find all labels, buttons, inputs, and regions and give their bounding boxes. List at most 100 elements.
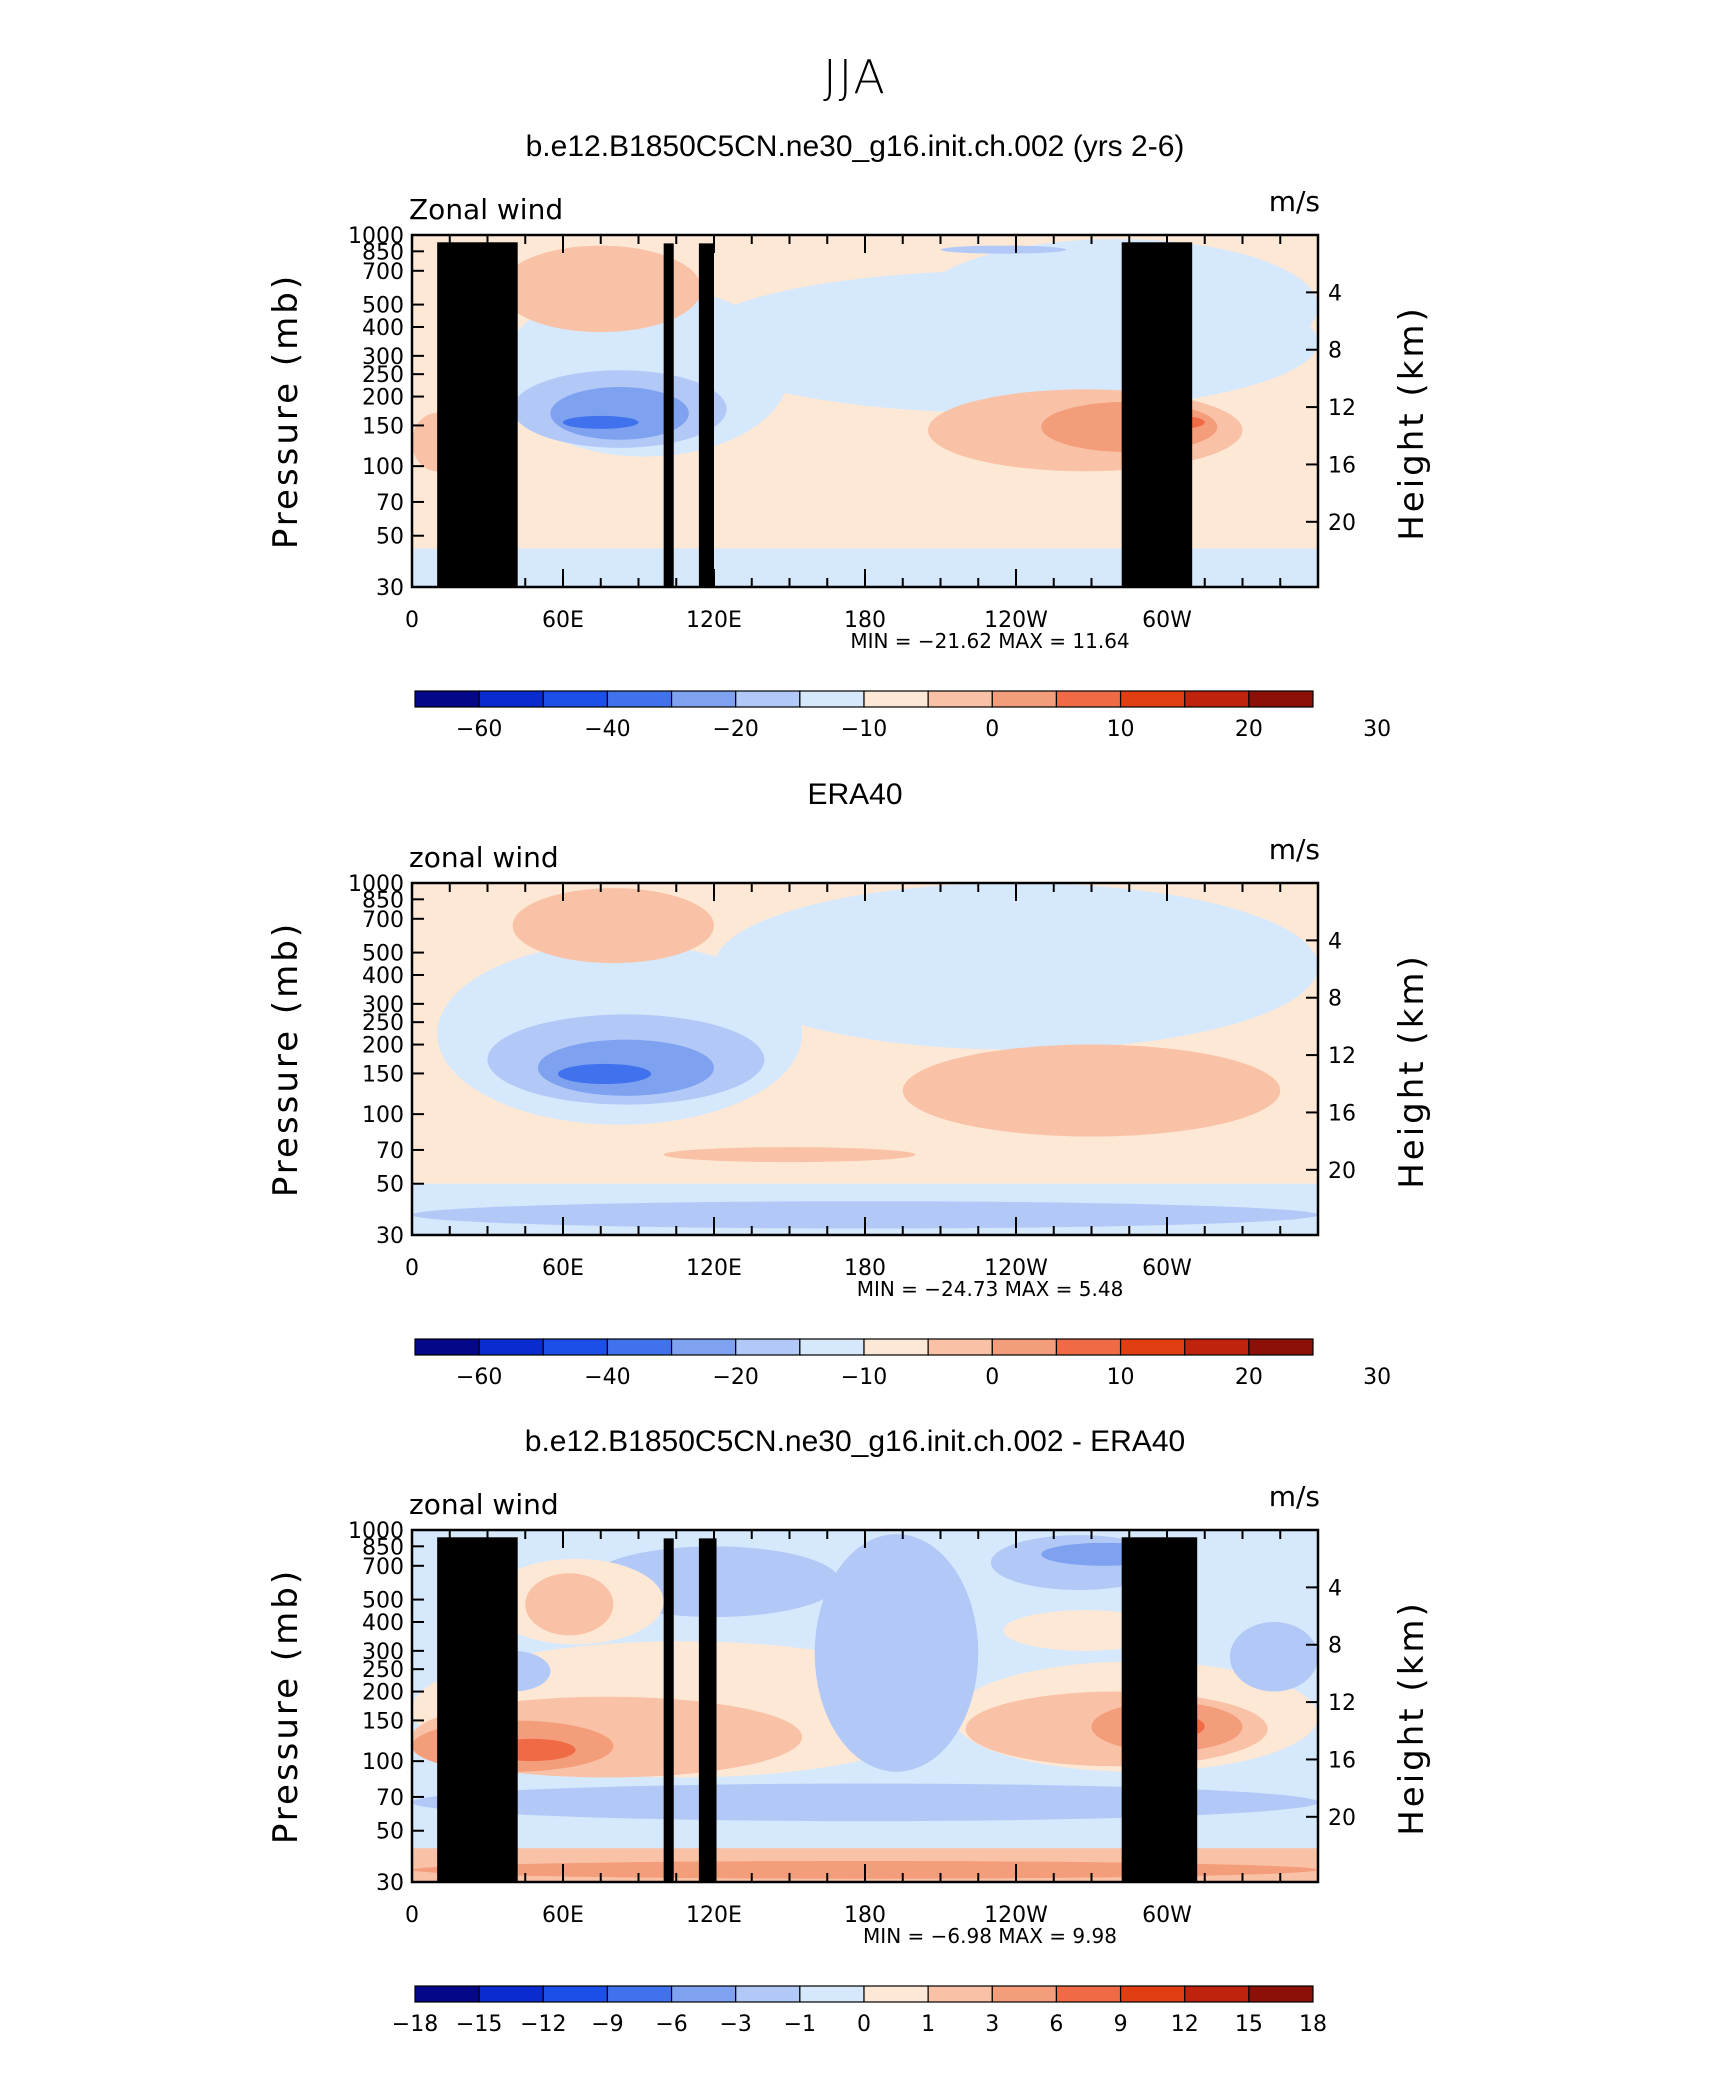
y2-axis-label: Height (km) bbox=[1392, 305, 1432, 541]
colorbar-box bbox=[799, 690, 865, 708]
colorbar-box bbox=[1119, 1338, 1186, 1356]
y-tick-label: 400 bbox=[362, 964, 404, 989]
colorbar-box bbox=[735, 690, 801, 708]
y-tick-label: 250 bbox=[362, 1011, 404, 1036]
colorbar-box bbox=[991, 1985, 1058, 2003]
colorbar-label: 10 bbox=[1107, 717, 1135, 742]
colorbar: −60 −40 −20 −10 0 10 20 30 bbox=[414, 1338, 1391, 1390]
x-tick-label: 0 bbox=[405, 1256, 419, 1281]
colorbar-box bbox=[1248, 690, 1314, 708]
y-tick-label: 70 bbox=[376, 1786, 404, 1811]
colorbar-box bbox=[478, 1985, 544, 2003]
x-tick-label: 120E bbox=[686, 1256, 742, 1281]
colorbar-box bbox=[1184, 1985, 1250, 2003]
colorbar-label: 0 bbox=[985, 717, 999, 742]
y-tick-label: 150 bbox=[362, 414, 404, 439]
colorbar-box bbox=[478, 1338, 544, 1356]
y-tick-label: 150 bbox=[362, 1709, 404, 1734]
topography bbox=[698, 243, 714, 587]
x-tick-label: 60E bbox=[542, 1903, 584, 1928]
colorbar-label: −15 bbox=[456, 2012, 502, 2037]
colorbar-label: 12 bbox=[1171, 2012, 1199, 2037]
y2-tick-label: 4 bbox=[1328, 1576, 1342, 1601]
y-tick-label: 850 bbox=[362, 240, 404, 265]
y-tick-label: 250 bbox=[362, 1658, 404, 1683]
x-tick-label: 180 bbox=[844, 1903, 886, 1928]
y-tick-label: 30 bbox=[376, 1871, 404, 1896]
x-tick-label: 60W bbox=[1142, 1903, 1192, 1928]
y2-tick-label: 16 bbox=[1328, 1101, 1356, 1126]
contour-region bbox=[563, 415, 639, 429]
contour-region bbox=[525, 1573, 614, 1636]
contour-region bbox=[940, 245, 1067, 254]
topography bbox=[698, 1538, 717, 1882]
units-label: m/s bbox=[1269, 185, 1320, 218]
colorbar-label: −20 bbox=[712, 717, 758, 742]
y-tick-label: 300 bbox=[362, 345, 404, 370]
topography bbox=[484, 247, 513, 587]
units-label: m/s bbox=[1269, 1480, 1320, 1513]
colorbar-label: 3 bbox=[985, 2012, 999, 2037]
colorbar-box bbox=[670, 1985, 737, 2003]
colorbar-box bbox=[414, 690, 480, 708]
contour-region bbox=[814, 1534, 979, 1772]
y-tick-label: 250 bbox=[362, 363, 404, 388]
contour-region bbox=[1015, 346, 1105, 379]
colorbar-label: 0 bbox=[985, 1365, 999, 1390]
colorbar-label: 6 bbox=[1049, 2012, 1063, 2037]
y-tick-label: 700 bbox=[362, 260, 404, 285]
zonal-wind-plot-model: 3050701001502002503004005007008501000201… bbox=[266, 185, 1432, 742]
y-axis-label: Pressure (mb) bbox=[266, 921, 306, 1197]
colorbar-label: −18 bbox=[392, 2012, 438, 2037]
units-label: m/s bbox=[1269, 833, 1320, 866]
colorbar-box bbox=[478, 690, 544, 708]
colorbar-label: 30 bbox=[1363, 717, 1391, 742]
y-tick-label: 70 bbox=[376, 1139, 404, 1164]
y-axis-label: Pressure (mb) bbox=[266, 1568, 306, 1844]
colorbar-box bbox=[542, 690, 609, 708]
colorbar-label: −20 bbox=[712, 1365, 758, 1390]
colorbar-box bbox=[606, 1338, 673, 1356]
colorbar-box bbox=[670, 1338, 737, 1356]
y2-axis-label: Height (km) bbox=[1392, 1600, 1432, 1836]
y2-tick-label: 12 bbox=[1328, 1691, 1356, 1716]
y-tick-label: 50 bbox=[376, 1173, 404, 1198]
field bbox=[412, 235, 1318, 587]
y2-tick-label: 12 bbox=[1328, 396, 1356, 421]
x-tick-label: 120W bbox=[984, 608, 1048, 633]
topography bbox=[663, 1538, 674, 1882]
topography bbox=[482, 1543, 513, 1882]
colorbar: −60 −40 −20 −10 0 10 20 30 bbox=[414, 690, 1391, 742]
x-tick-label: 60W bbox=[1142, 608, 1192, 633]
y-tick-label: 850 bbox=[362, 1535, 404, 1560]
colorbar-box bbox=[1184, 1338, 1250, 1356]
contour-region bbox=[915, 239, 1318, 375]
colorbar-label: −9 bbox=[591, 2012, 623, 2037]
y-tick-label: 400 bbox=[362, 316, 404, 341]
contour-region bbox=[902, 1044, 1281, 1137]
y2-tick-label: 4 bbox=[1328, 929, 1342, 954]
colorbar-box bbox=[991, 1338, 1058, 1356]
contour-region bbox=[412, 1783, 1318, 1822]
colorbar-box bbox=[927, 1338, 993, 1356]
y-tick-label: 850 bbox=[362, 888, 404, 913]
y-tick-label: 200 bbox=[362, 386, 404, 411]
colorbar-box bbox=[1184, 690, 1250, 708]
y-tick-label: 300 bbox=[362, 993, 404, 1018]
colorbar-label: −3 bbox=[719, 2012, 751, 2037]
panel-title: ERA40 bbox=[807, 778, 903, 811]
y-tick-label: 1000 bbox=[348, 872, 404, 897]
x-tick-label: 60E bbox=[542, 1256, 584, 1281]
colorbar-box bbox=[414, 1338, 480, 1356]
colorbar-label: 15 bbox=[1235, 2012, 1263, 2037]
y-tick-label: 100 bbox=[362, 455, 404, 480]
colorbar-box bbox=[735, 1985, 801, 2003]
colorbar-box bbox=[1119, 690, 1186, 708]
colorbar-box bbox=[414, 1985, 480, 2003]
y-tick-label: 1000 bbox=[348, 224, 404, 249]
y-tick-label: 50 bbox=[376, 525, 404, 550]
colorbar-label: 30 bbox=[1363, 1365, 1391, 1390]
y-tick-label: 700 bbox=[362, 908, 404, 933]
colorbar-box bbox=[670, 690, 737, 708]
colorbar-box bbox=[606, 1985, 673, 2003]
